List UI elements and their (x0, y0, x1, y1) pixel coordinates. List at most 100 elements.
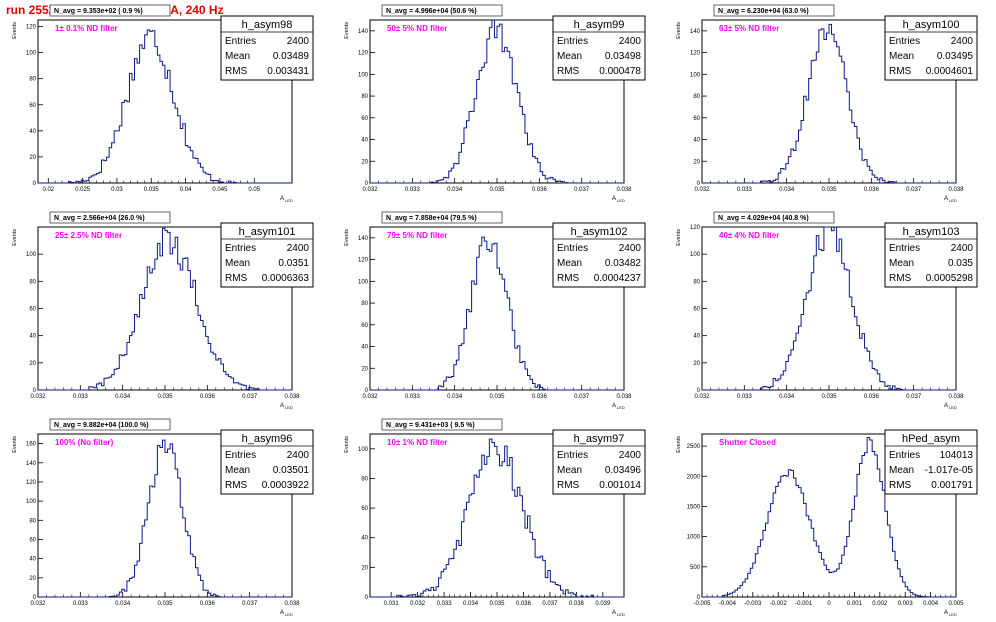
y-tick-label: 0 (365, 388, 369, 394)
navg-label: N_avg = 4.029e+04 (40.8 %) (718, 215, 809, 222)
stats-box (552, 429, 646, 495)
stats-label-rms: RMS (557, 273, 580, 284)
y-axis-title: Events (676, 436, 682, 453)
y-tick-label: 40 (361, 138, 368, 144)
stats-value-entries: 2400 (287, 243, 310, 254)
x-tick-label: 0.038 (284, 394, 300, 400)
x-tick-label: 0.037 (574, 394, 590, 400)
y-tick-label: 80 (29, 77, 36, 83)
stats-value-entries: 2400 (951, 36, 974, 47)
y-tick-label: 20 (361, 565, 368, 571)
x-tick-label: 0.032 (30, 601, 46, 607)
x-axis-title: A (280, 196, 284, 202)
y-tick-label: 20 (361, 366, 368, 372)
y-tick-label: 20 (29, 155, 36, 161)
hist-name: h_asym101 (239, 226, 296, 238)
y-tick-label: 100 (26, 252, 37, 258)
y-tick-label: 140 (358, 236, 369, 242)
y-axis-title: Events (344, 436, 350, 453)
stats-label-mean: Mean (889, 465, 914, 476)
navg-box (49, 211, 171, 224)
stats-value-mean: 0.035 (948, 258, 973, 269)
histogram-svg: -0.005 -0.004 -0.003 -0.002 -0.001 0 0.001 0.00… (676, 429, 978, 617)
x-tick-label: 0.034 (447, 187, 463, 193)
stats-value-mean: 0.03495 (937, 51, 974, 62)
y-tick-label: 2000 (687, 474, 701, 480)
stats-box (220, 15, 314, 81)
x-tick-label: 0 (827, 601, 831, 607)
x-tick-label: 0.035 (489, 601, 505, 607)
filter-label: Shutter Closed (719, 438, 776, 447)
x-axis-subscript: LED (949, 405, 957, 410)
y-tick-label: 80 (361, 301, 368, 307)
stats-label-rms: RMS (889, 66, 912, 77)
stats-value-rms: 0.001014 (599, 480, 641, 491)
y-tick-label: 120 (690, 225, 701, 231)
x-tick-label: 0.036 (200, 394, 216, 400)
y-tick-label: 40 (693, 334, 700, 340)
navg-box (713, 4, 835, 17)
x-tick-label: 0.034 (115, 394, 131, 400)
x-tick-label: 0.035 (489, 187, 505, 193)
y-axis-title: Events (344, 229, 350, 246)
y-tick-label: 80 (29, 279, 36, 285)
y-tick-label: 0 (697, 181, 701, 187)
x-tick-label: 0.035 (821, 187, 837, 193)
stats-label-rms: RMS (225, 273, 248, 284)
y-tick-label: 120 (26, 480, 37, 486)
y-tick-label: 20 (693, 159, 700, 165)
x-tick-label: 0.032 (362, 187, 378, 193)
histogram-line (702, 437, 956, 598)
filter-label: 100% (No filter) (55, 438, 114, 447)
histogram-panel-h-asym98: 0.02 0.025 0.03 0.035 0.04 0.045 0.05 0 20 40 60 80… (0, 0, 332, 207)
y-tick-label: 60 (361, 323, 368, 329)
y-tick-label: 1000 (687, 535, 701, 541)
x-tick-label: 0.036 (532, 187, 548, 193)
navg-box (381, 418, 503, 431)
y-tick-label: 60 (693, 307, 700, 313)
x-axis-subscript: LED (285, 612, 293, 617)
x-axis-subscript: LED (617, 198, 625, 203)
x-tick-label: 0.035 (489, 394, 505, 400)
y-tick-label: 500 (690, 565, 701, 571)
y-tick-label: 100 (358, 447, 369, 453)
x-tick-label: 0.033 (437, 601, 453, 607)
x-tick-label: 0.04 (180, 187, 192, 193)
hist-name: h_asym99 (574, 19, 625, 31)
y-tick-label: 80 (361, 94, 368, 100)
x-tick-label: 0.034 (447, 394, 463, 400)
stats-value-rms: 0.0004237 (594, 273, 642, 284)
x-axis-title: A (944, 196, 948, 202)
x-tick-label: 0.032 (694, 394, 710, 400)
y-tick-label: 0 (365, 595, 369, 601)
hist-name: h_asym100 (903, 19, 960, 31)
y-axis-title: Events (12, 229, 18, 246)
x-tick-label: -0.003 (744, 601, 762, 607)
histogram-line (370, 438, 624, 598)
histogram-panel-h-asym97: 0.031 0.032 0.033 0.034 0.035 0.036 0.037 0.038… (332, 414, 664, 621)
x-axis-title: A (612, 196, 616, 202)
y-tick-label: 160 (26, 442, 37, 448)
stats-label-entries: Entries (889, 243, 920, 254)
stats-label-rms: RMS (557, 66, 580, 77)
x-tick-label: 0.045 (212, 187, 228, 193)
stats-label-entries: Entries (889, 36, 920, 47)
filter-label: 1± 0.1% ND filter (55, 24, 118, 33)
histogram-line (38, 439, 292, 598)
x-tick-label: 0.039 (595, 601, 611, 607)
navg-label: N_avg = 9.431e+03 ( 9.5 %) (386, 422, 475, 429)
stats-label-rms: RMS (225, 66, 248, 77)
x-tick-label: 0.02 (42, 187, 54, 193)
x-tick-label: 0.035 (157, 394, 173, 400)
x-tick-label: 0.033 (737, 187, 753, 193)
x-axis-title: A (944, 610, 948, 616)
x-tick-label: 0.038 (616, 187, 632, 193)
navg-box (713, 211, 835, 224)
stats-label-mean: Mean (225, 258, 250, 269)
stats-label-entries: Entries (557, 243, 588, 254)
stats-value-mean: 0.03496 (605, 465, 642, 476)
y-tick-label: 20 (361, 159, 368, 165)
x-tick-label: 0.005 (948, 601, 964, 607)
stats-label-mean: Mean (889, 51, 914, 62)
histogram-line (38, 227, 292, 391)
